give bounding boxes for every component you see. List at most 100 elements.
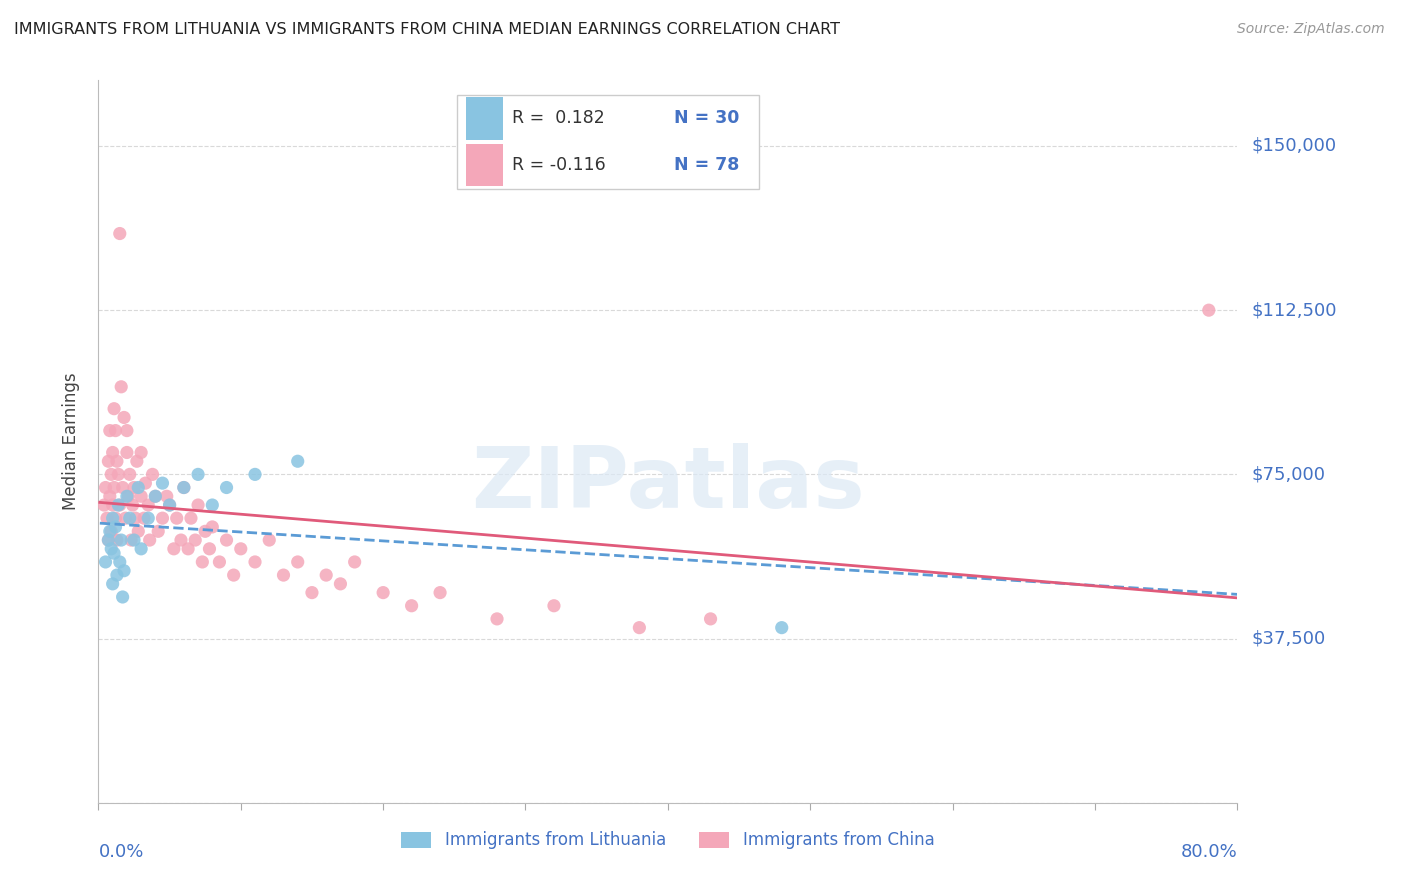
Point bbox=[215, 481, 238, 495]
Point bbox=[115, 445, 138, 459]
Text: 80.0%: 80.0% bbox=[1181, 843, 1237, 861]
Point bbox=[177, 541, 200, 556]
FancyBboxPatch shape bbox=[467, 97, 503, 139]
Point bbox=[103, 546, 125, 560]
Point bbox=[148, 524, 170, 539]
Text: Source: ZipAtlas.com: Source: ZipAtlas.com bbox=[1237, 22, 1385, 37]
Point bbox=[121, 498, 143, 512]
Point bbox=[229, 541, 252, 556]
Point bbox=[115, 489, 138, 503]
Point bbox=[141, 467, 163, 482]
Point bbox=[243, 555, 266, 569]
Point bbox=[215, 533, 238, 547]
Point bbox=[145, 489, 167, 503]
Point bbox=[103, 481, 125, 495]
Point bbox=[173, 481, 195, 495]
Point bbox=[329, 577, 352, 591]
Point bbox=[107, 467, 129, 482]
Point bbox=[187, 498, 209, 512]
Point bbox=[129, 489, 152, 503]
Point bbox=[127, 481, 149, 495]
Point bbox=[1198, 303, 1220, 318]
Text: 0.0%: 0.0% bbox=[98, 843, 143, 861]
Point bbox=[104, 511, 127, 525]
Text: $75,000: $75,000 bbox=[1251, 466, 1326, 483]
Point bbox=[94, 481, 117, 495]
Point bbox=[159, 498, 181, 512]
Point bbox=[170, 533, 193, 547]
Point bbox=[114, 511, 136, 525]
Legend: Immigrants from Lithuania, Immigrants from China: Immigrants from Lithuania, Immigrants fr… bbox=[395, 824, 941, 856]
Point bbox=[124, 511, 146, 525]
Point bbox=[222, 568, 245, 582]
Point bbox=[122, 481, 145, 495]
Text: N = 30: N = 30 bbox=[673, 109, 740, 128]
Point bbox=[111, 590, 134, 604]
Point bbox=[301, 585, 323, 599]
Point bbox=[108, 498, 131, 512]
Point bbox=[127, 524, 149, 539]
Point bbox=[156, 489, 179, 503]
Point bbox=[98, 424, 121, 438]
Point bbox=[145, 489, 167, 503]
Text: $150,000: $150,000 bbox=[1251, 137, 1336, 155]
Point bbox=[98, 524, 121, 539]
Point bbox=[173, 481, 195, 495]
Point bbox=[125, 454, 148, 468]
Point bbox=[699, 612, 721, 626]
Point bbox=[429, 585, 451, 599]
Point bbox=[120, 533, 142, 547]
Point bbox=[191, 555, 214, 569]
Point bbox=[201, 498, 224, 512]
Point bbox=[287, 555, 309, 569]
FancyBboxPatch shape bbox=[457, 95, 759, 189]
Point bbox=[184, 533, 207, 547]
Point bbox=[98, 489, 121, 503]
Point bbox=[315, 568, 337, 582]
Point bbox=[100, 541, 122, 556]
Point bbox=[118, 511, 141, 525]
Point bbox=[100, 467, 122, 482]
Point bbox=[136, 498, 159, 512]
Point bbox=[97, 454, 120, 468]
Point bbox=[273, 568, 295, 582]
Point bbox=[104, 424, 127, 438]
Point bbox=[110, 380, 132, 394]
Point bbox=[194, 524, 217, 539]
Text: IMMIGRANTS FROM LITHUANIA VS IMMIGRANTS FROM CHINA MEDIAN EARNINGS CORRELATION C: IMMIGRANTS FROM LITHUANIA VS IMMIGRANTS … bbox=[14, 22, 839, 37]
Point bbox=[187, 467, 209, 482]
Text: R =  0.182: R = 0.182 bbox=[512, 109, 605, 128]
Text: $112,500: $112,500 bbox=[1251, 301, 1337, 319]
Text: R = -0.116: R = -0.116 bbox=[512, 156, 606, 174]
Point bbox=[132, 511, 155, 525]
Point bbox=[97, 533, 120, 547]
Point bbox=[112, 410, 135, 425]
Point bbox=[100, 524, 122, 539]
Point bbox=[105, 568, 128, 582]
Point bbox=[96, 511, 118, 525]
Point bbox=[770, 621, 793, 635]
Point bbox=[401, 599, 423, 613]
Point bbox=[105, 533, 128, 547]
Point bbox=[163, 541, 186, 556]
Point bbox=[129, 541, 152, 556]
Point bbox=[107, 498, 129, 512]
Point bbox=[103, 401, 125, 416]
Point bbox=[93, 498, 115, 512]
Point bbox=[105, 454, 128, 468]
Point bbox=[208, 555, 231, 569]
Point bbox=[138, 533, 160, 547]
Point bbox=[201, 520, 224, 534]
Point bbox=[198, 541, 221, 556]
Point bbox=[259, 533, 281, 547]
Text: ZIPatlas: ZIPatlas bbox=[471, 443, 865, 526]
Point bbox=[543, 599, 565, 613]
Point bbox=[129, 445, 152, 459]
Point bbox=[166, 511, 188, 525]
Point bbox=[152, 476, 174, 491]
Point bbox=[373, 585, 395, 599]
Point bbox=[287, 454, 309, 468]
Text: $37,500: $37,500 bbox=[1251, 630, 1326, 648]
Point bbox=[243, 467, 266, 482]
Point bbox=[101, 445, 124, 459]
